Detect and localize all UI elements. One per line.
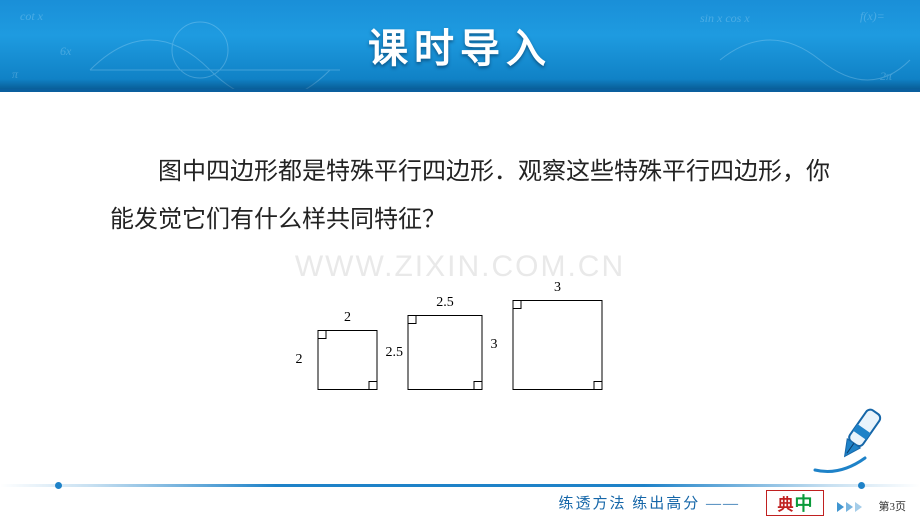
right-angle-mark-icon [409,316,417,324]
footer-slogan: 练透方法 练出高分 —— [558,492,740,513]
square-box [513,300,603,390]
chalk-text: 2π [880,69,893,83]
lesson-title: 课时导入 [368,16,552,74]
right-angle-mark-icon [369,381,377,389]
square-box [318,330,378,390]
arrow-chevron-icon [837,502,844,512]
pen-body-group [838,408,882,461]
logo-text: 典 [777,491,793,515]
square-item: 33 [513,300,603,390]
chalk-text: f(x)= [860,9,885,23]
body-paragraph: 图中四边形都是特殊平行四边形．观察这些特殊平行四边形，你能发觉它们有什么样共同特… [110,148,830,244]
header-band: cot x 6x π sin x cos x f(x)= 2π 课时导入 [0,0,920,92]
footer-divider [0,484,920,487]
right-angle-mark-icon [474,381,482,389]
fountain-pen-icon [810,408,890,478]
chalk-text: sin x cos x [700,11,750,25]
watermark-text: WWW.ZIXIN.COM.CN [295,250,625,284]
chalk-text: cot x [20,9,44,23]
chalk-curve [90,40,330,92]
square-item: 22 [318,330,378,390]
right-angle-mark-icon [594,381,602,389]
square-item: 2.52.5 [408,315,483,390]
logo-plus: 中 [795,490,813,516]
footer-arrows-icon [837,502,862,512]
footer: 练透方法 练出高分 —— 典中 第3页 [0,484,920,518]
body-paragraph-block: 图中四边形都是特殊平行四边形．观察这些特殊平行四边形，你能发觉它们有什么样共同特… [110,148,830,244]
slide-root: cot x 6x π sin x cos x f(x)= 2π 课时导入 WWW… [0,0,920,518]
square-left-label: 2 [296,330,303,390]
right-angle-mark-icon [514,301,522,309]
chalk-text: 6x [60,44,72,58]
chalk-text: π [12,67,19,81]
footer-logo: 典中 [766,490,824,516]
right-angle-mark-icon [319,331,327,339]
square-left-label: 2.5 [386,315,404,390]
square-top-label: 2 [318,310,378,326]
square-box [408,315,483,390]
chalk-curve [720,40,910,80]
arrow-chevron-icon [846,502,853,512]
square-top-label: 2.5 [408,295,483,311]
page-number: 第3页 [879,498,907,514]
squares-figure: 22 2.52.5 33 [318,300,603,390]
square-left-label: 3 [491,300,498,390]
square-top-label: 3 [513,280,603,296]
pen-swoosh [815,458,865,472]
chalk-circle [172,22,228,78]
arrow-chevron-icon [855,502,862,512]
